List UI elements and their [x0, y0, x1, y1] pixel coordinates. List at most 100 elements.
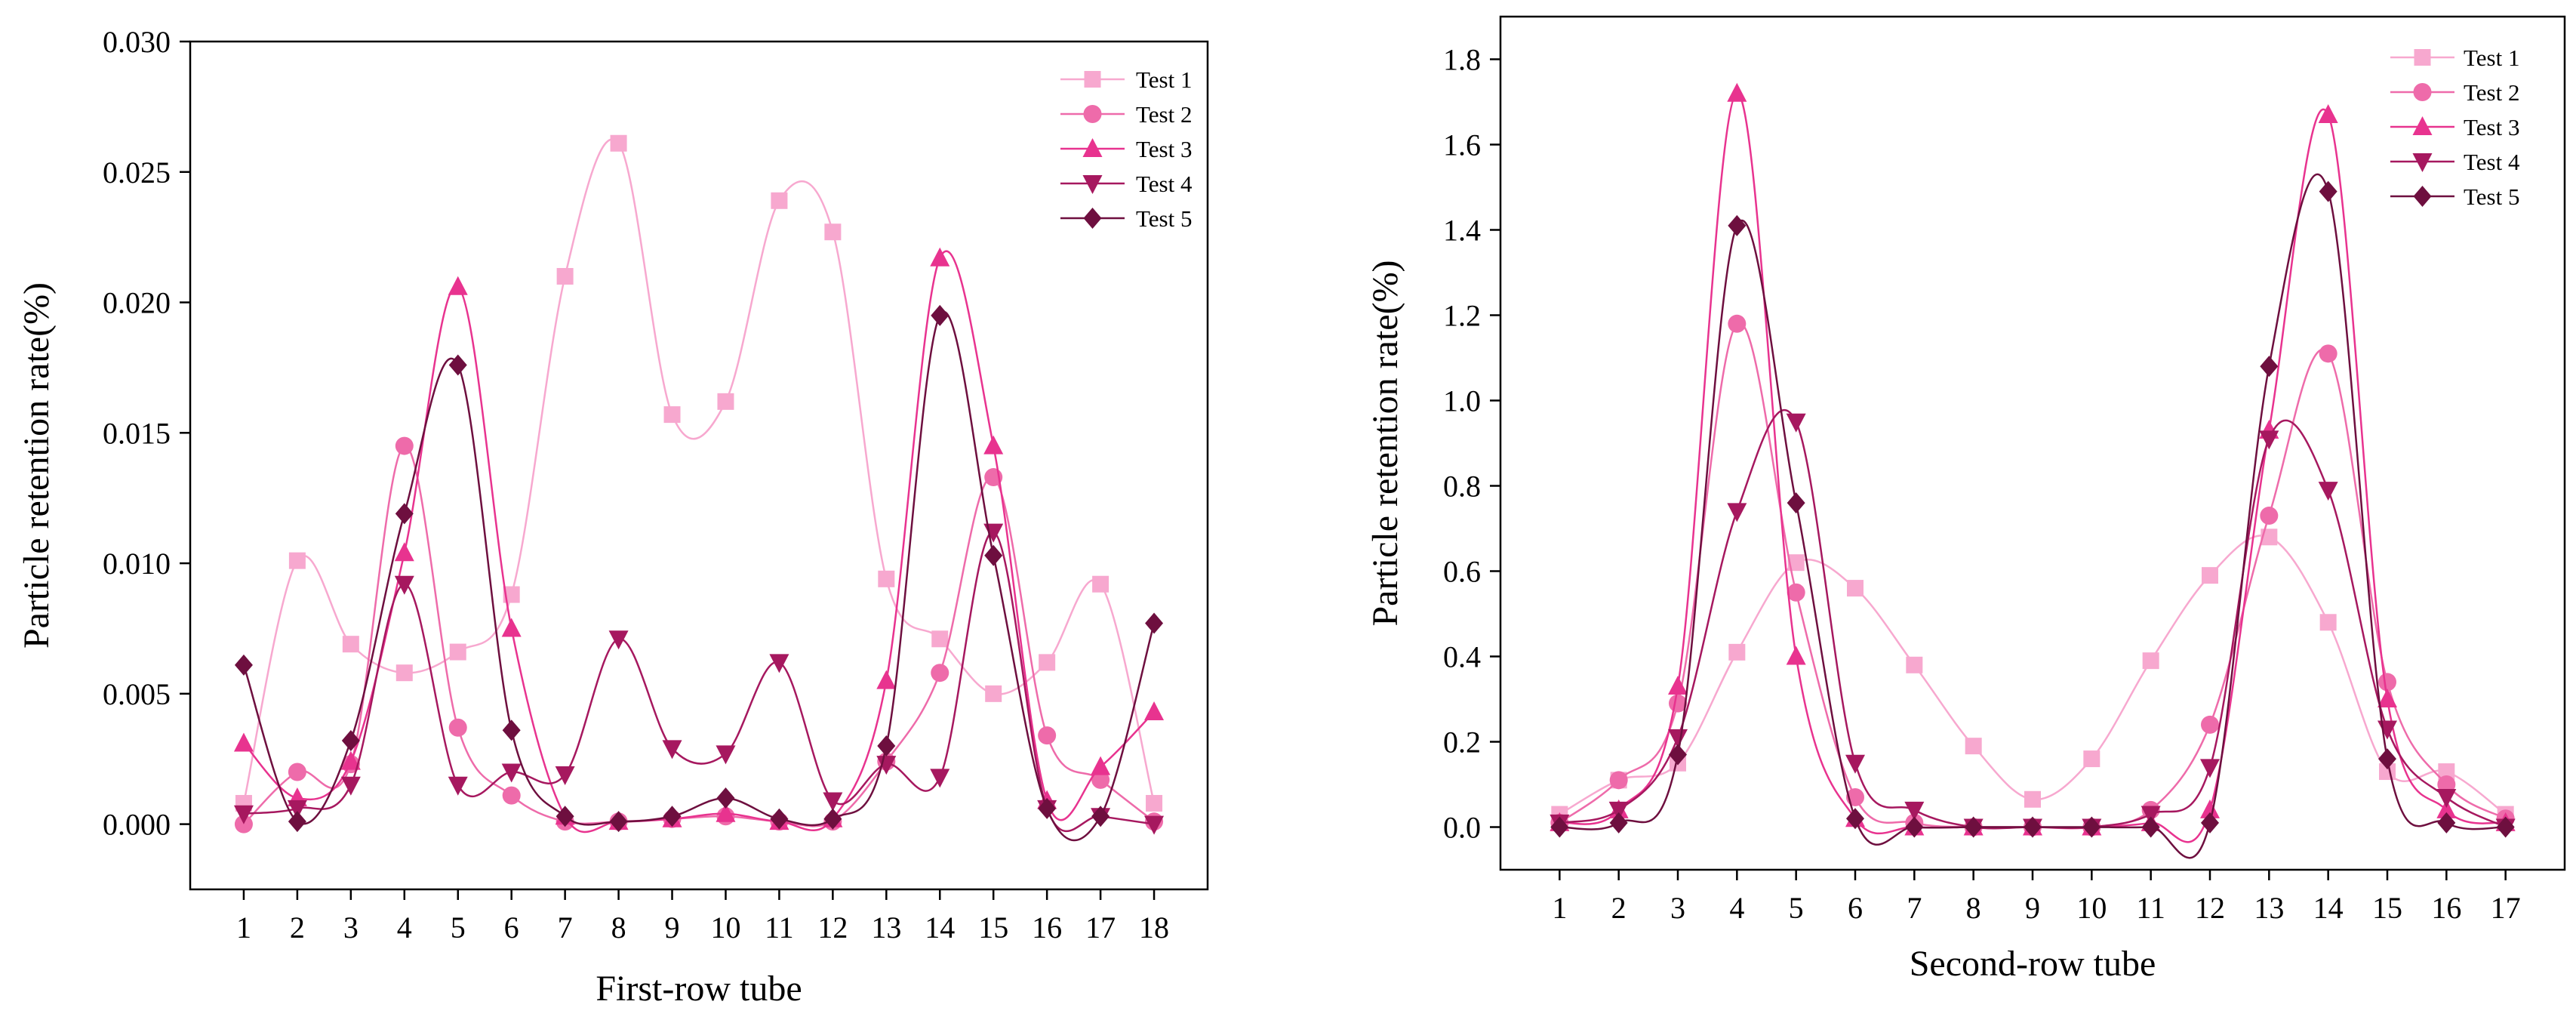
- y-tick-label: 0.010: [103, 547, 171, 581]
- x-tick-label: 2: [1611, 891, 1627, 925]
- data-point: [2200, 799, 2220, 818]
- data-point: [2436, 788, 2457, 808]
- data-point: [233, 732, 254, 752]
- y-tick-label: 0.025: [103, 156, 171, 190]
- x-tick-label: 1: [1552, 891, 1567, 925]
- y-tick-label: 0.4: [1443, 640, 1481, 674]
- data-point: [2141, 806, 2161, 825]
- data-point: [2201, 715, 2219, 734]
- series-line: [1559, 173, 2506, 859]
- y-axis-title: Particle retention rate(%): [1365, 260, 1405, 626]
- y-tick-label: 1.4: [1443, 214, 1481, 248]
- x-tick-label: 9: [665, 911, 680, 944]
- data-point: [1965, 738, 1982, 755]
- x-tick-label: 10: [710, 911, 740, 944]
- legend-marker: [2412, 153, 2433, 172]
- data-point: [342, 636, 359, 653]
- legend-marker: [2414, 49, 2431, 66]
- legend-label: Test 3: [1136, 136, 1192, 162]
- y-tick-label: 0.0: [1443, 811, 1481, 845]
- data-point: [931, 630, 949, 648]
- data-point: [930, 247, 950, 267]
- data-point: [876, 670, 897, 689]
- data-point: [931, 304, 949, 326]
- data-point: [1787, 554, 1805, 572]
- x-axis-title: Second-row tube: [1910, 944, 2156, 984]
- data-point: [1668, 676, 1688, 695]
- series-line: [242, 138, 1156, 804]
- data-point: [1846, 808, 1864, 830]
- data-point: [234, 654, 253, 676]
- x-tick-label: 6: [504, 911, 519, 944]
- data-point: [1038, 797, 1057, 819]
- data-point: [1091, 770, 1110, 789]
- data-point: [288, 552, 306, 569]
- data-point: [2378, 673, 2396, 692]
- x-tick-label: 8: [611, 911, 626, 944]
- data-point: [449, 643, 466, 661]
- legend-label: Test 4: [2464, 149, 2520, 175]
- data-point: [395, 664, 413, 682]
- legend-marker: [1082, 138, 1103, 157]
- x-tick-label: 10: [2076, 891, 2107, 925]
- data-point: [1039, 654, 1056, 671]
- data-point: [2261, 528, 2278, 546]
- data-point: [502, 786, 521, 805]
- data-point: [1609, 812, 1628, 833]
- data-point: [1144, 815, 1165, 835]
- y-tick-label: 0.020: [103, 286, 171, 320]
- data-point: [1728, 643, 1746, 661]
- legend-marker: [2413, 83, 2432, 101]
- data-point: [288, 811, 306, 833]
- plot-frame: [189, 40, 1209, 891]
- series-5: [1550, 173, 2515, 859]
- x-tick-label: 14: [2313, 891, 2344, 925]
- data-point: [878, 570, 895, 587]
- data-point: [609, 811, 628, 833]
- legend-marker: [1082, 175, 1103, 194]
- data-point: [876, 756, 897, 775]
- data-point: [2200, 759, 2220, 778]
- data-point: [1091, 806, 1110, 827]
- y-tick-label: 0.005: [103, 677, 171, 711]
- data-point: [930, 769, 950, 788]
- data-point: [1144, 701, 1165, 721]
- x-tick-label: 6: [1848, 891, 1863, 925]
- data-point: [1906, 656, 1923, 673]
- data-point: [663, 806, 682, 827]
- data-point: [503, 586, 520, 603]
- data-point: [2318, 482, 2338, 501]
- data-point: [1728, 314, 1747, 333]
- data-point: [2141, 816, 2160, 838]
- legend-label: Test 4: [1136, 171, 1193, 197]
- series-line: [1559, 535, 2507, 815]
- x-tick-label: 5: [1789, 891, 1804, 925]
- data-point: [556, 267, 574, 285]
- x-tick-label: 15: [2372, 891, 2402, 925]
- data-point: [2260, 507, 2279, 525]
- series-line: [1559, 322, 2507, 830]
- data-point: [448, 354, 467, 376]
- series-3: [1550, 82, 2516, 843]
- data-point: [2438, 763, 2455, 781]
- chart-panel-1: 1 2 3 4 5 6 7 8 9 10 11 12 13 14 15 16 17 180.0000.0050.0…: [17, 25, 1209, 1009]
- data-point: [1092, 575, 1109, 593]
- x-tick-label: 18: [1139, 911, 1169, 944]
- data-point: [1608, 801, 1629, 821]
- x-tick-label: 4: [397, 911, 412, 944]
- data-point: [287, 800, 307, 819]
- legend-label: Test 2: [1136, 101, 1192, 128]
- y-tick-label: 0.2: [1443, 726, 1481, 760]
- y-tick-label: 0.015: [103, 416, 171, 450]
- x-axis-title: First-row tube: [596, 969, 802, 1009]
- data-point: [395, 436, 414, 455]
- data-point: [233, 805, 254, 824]
- data-point: [824, 223, 842, 241]
- x-tick-label: 12: [2195, 891, 2225, 925]
- data-point: [769, 654, 789, 673]
- legend-label: Test 3: [2464, 114, 2519, 140]
- data-point: [2142, 652, 2159, 670]
- x-tick-label: 9: [2025, 891, 2040, 925]
- series-5: [234, 304, 1164, 842]
